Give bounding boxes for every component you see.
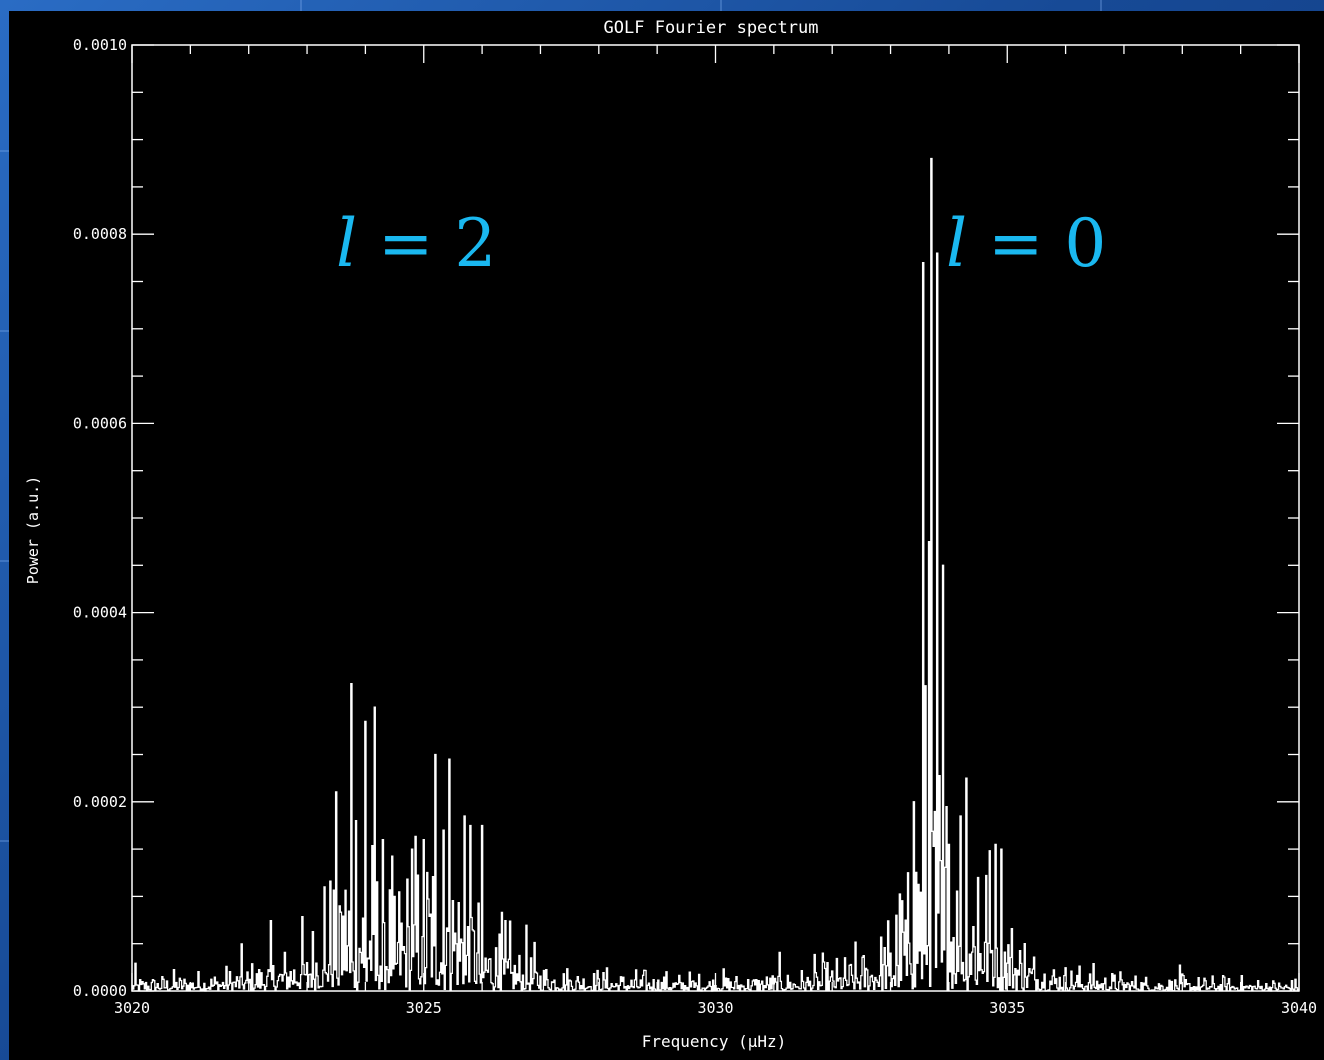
chart-title: GOLF Fourier spectrum bbox=[604, 18, 819, 38]
x-tick-label: 3040 bbox=[1281, 999, 1317, 1017]
spectrum-series-line bbox=[131, 157, 1300, 992]
plot-frame: GOLF Fourier spectrum Power (a.u.) Frequ… bbox=[9, 11, 1324, 1060]
y-tick-label: 0.0002 bbox=[73, 793, 127, 811]
plot-border bbox=[131, 44, 1300, 992]
y-tick-label: 0.0008 bbox=[73, 225, 127, 243]
y-tick-label: 0.0006 bbox=[73, 414, 127, 432]
x-tick-label: 3025 bbox=[406, 999, 442, 1017]
mode-label-l2: l = 2 bbox=[336, 205, 497, 282]
y-tick-label: 0.0010 bbox=[73, 36, 127, 54]
y-axis-label: Power (a.u.) bbox=[24, 476, 42, 584]
x-tick-label: 3030 bbox=[697, 999, 733, 1017]
x-tick-label: 3020 bbox=[114, 999, 150, 1017]
y-tick-label: 0.0000 bbox=[73, 982, 127, 1000]
x-tick-label: 3035 bbox=[989, 999, 1025, 1017]
x-axis-label: Frequency (μHz) bbox=[642, 1032, 787, 1051]
mode-label-l0: l = 0 bbox=[946, 205, 1107, 282]
y-tick-label: 0.0004 bbox=[73, 604, 127, 622]
spectrum-chart: GOLF Fourier spectrum Power (a.u.) Frequ… bbox=[24, 18, 1317, 1051]
